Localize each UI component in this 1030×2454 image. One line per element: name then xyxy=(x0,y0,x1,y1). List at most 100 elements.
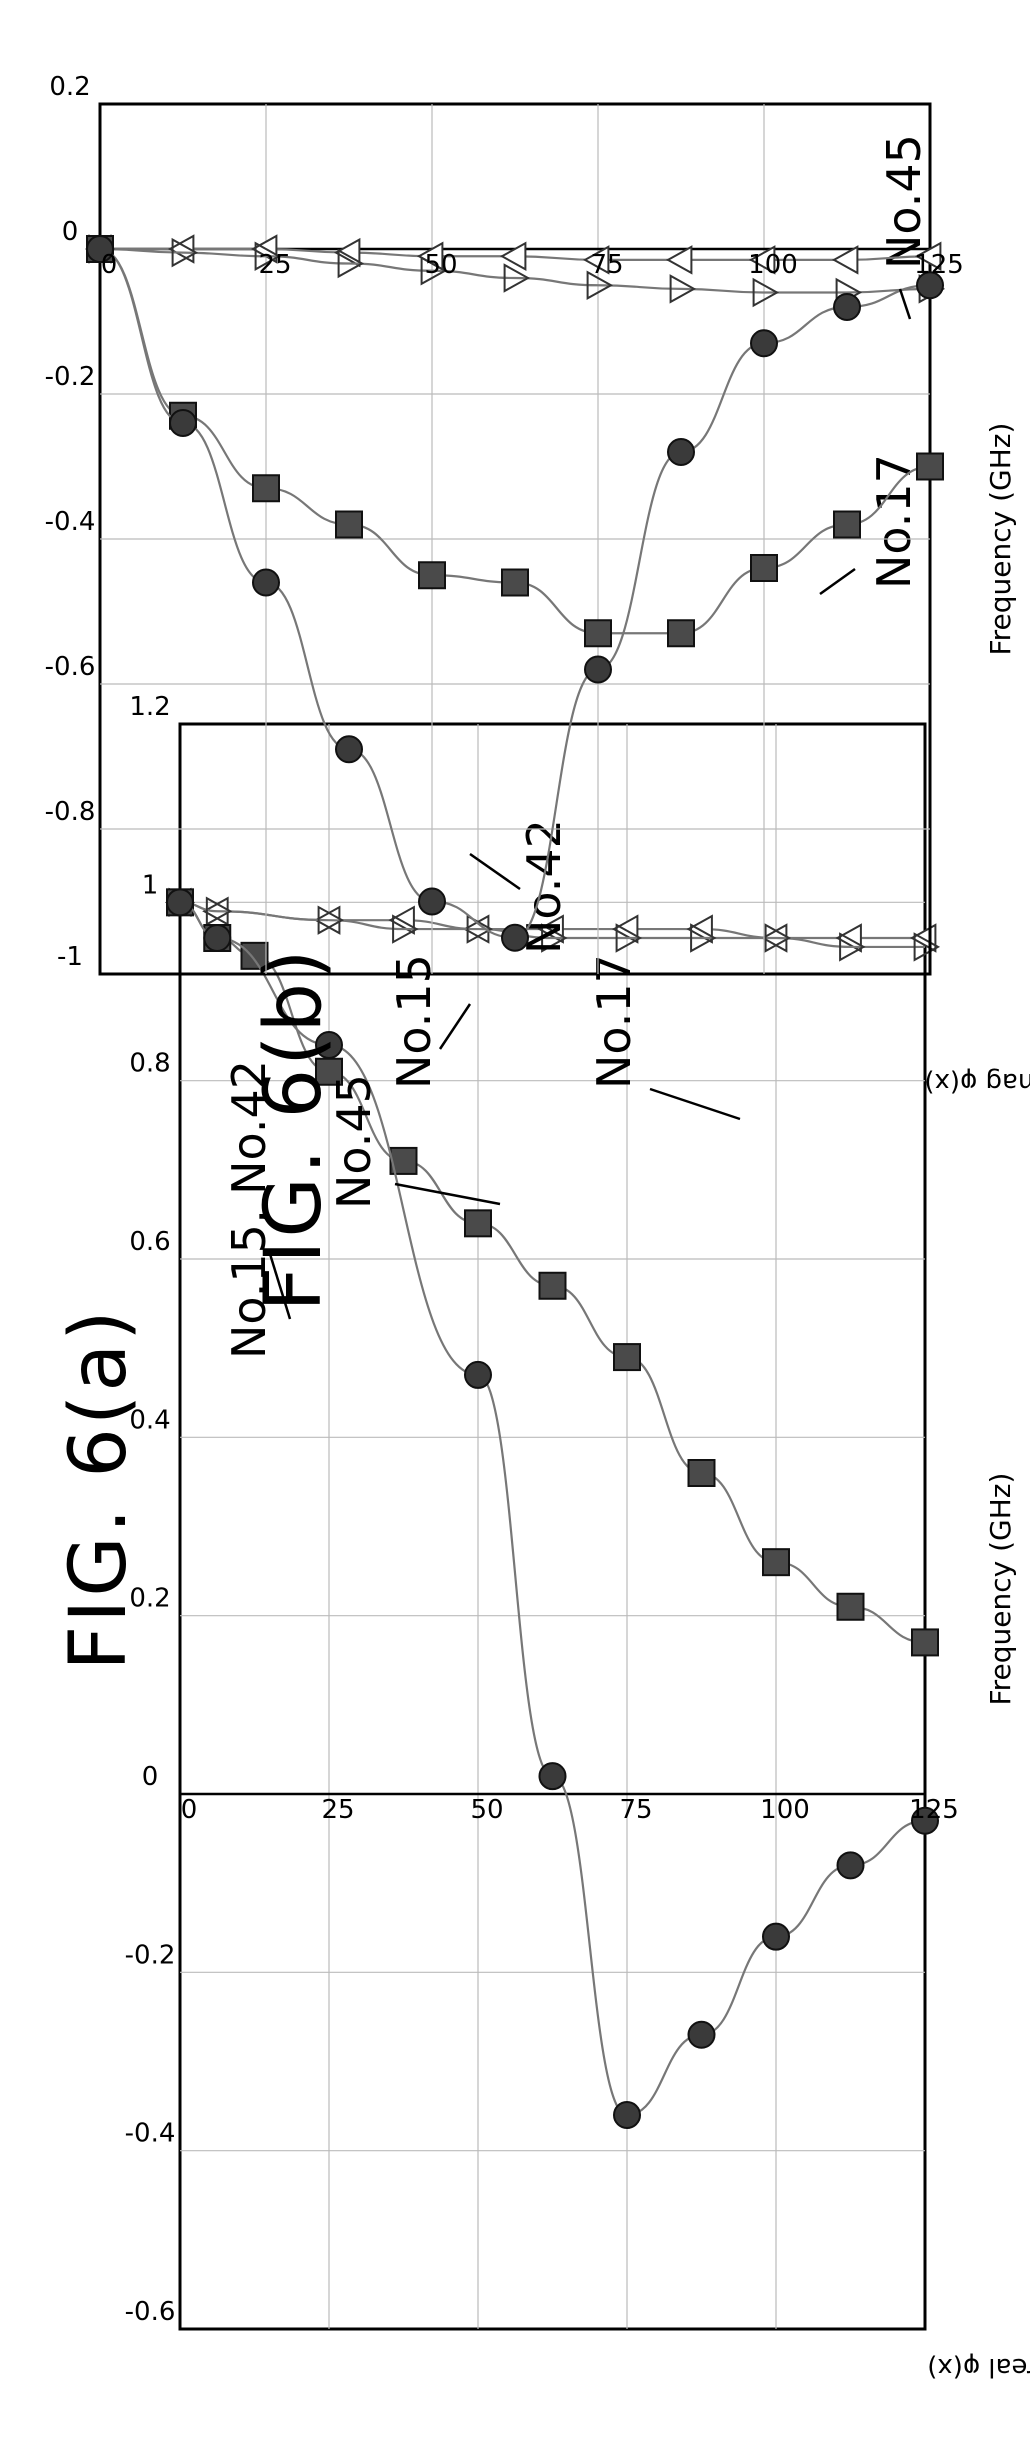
fig-b-data-point-no15 xyxy=(831,245,859,275)
fig-b-data-point-no15 xyxy=(748,245,776,275)
fig-a-x-tick-label: 25 xyxy=(321,1795,354,1825)
fig-a-y-tick-label: 1.2 xyxy=(129,692,170,722)
fig-b-data-point-no17 xyxy=(252,568,280,597)
fig-b-data-point-no45 xyxy=(916,452,944,481)
fig-b-annotation-no45: No.45 xyxy=(877,134,931,269)
fig-b-data-point-no17 xyxy=(86,235,114,263)
fig-b-data-point-no45 xyxy=(833,510,861,539)
fig-a-data-point-no45 xyxy=(240,941,269,970)
fig-a-data-point-no45 xyxy=(538,1271,567,1300)
fig-a-y-tick-label: -0.6 xyxy=(125,2297,176,2327)
fig-b-data-point-no17 xyxy=(833,293,861,321)
fig-b-title: FIG. 6(b) xyxy=(249,947,339,1312)
fig-a-data-point-no42 xyxy=(615,923,643,953)
fig-a-data-point-no45 xyxy=(836,1592,865,1621)
fig-a-x-axis-label: Frequency (GHz) xyxy=(984,1473,1017,1706)
fig-b-data-point-no42 xyxy=(420,256,448,286)
fig-b-annotation-arrow-no45 xyxy=(898,288,912,320)
fig-b-x-tick-labels: 0 25 50 75 100 125 xyxy=(101,250,964,280)
fig-b-data-point-no42 xyxy=(503,263,531,293)
fig-a-data-point-no45 xyxy=(389,1146,418,1175)
fig-b-annotation-no15: No.15 xyxy=(387,954,441,1089)
fig-b-data-point-no17 xyxy=(418,887,446,916)
fig-b-data-point-no45 xyxy=(501,568,529,597)
fig-b-annotation-arrow-no15 xyxy=(438,1003,472,1050)
fig-b-series-layer xyxy=(84,234,946,952)
fig-a-x-tick-label: 75 xyxy=(619,1795,652,1825)
fig-b-data-point-no17 xyxy=(584,655,612,684)
fig-a-data-point-no17 xyxy=(166,888,194,917)
fig-a-data-point-no17 xyxy=(613,2101,641,2129)
fig-a-y-tick-label: 0.8 xyxy=(129,1049,170,1079)
fig-a-y-tick-label: 0.4 xyxy=(129,1405,170,1435)
fig-b-y-tick-label: -0.2 xyxy=(45,362,96,392)
fig-a-plot-frame xyxy=(178,722,927,2331)
fig-b-data-point-no42 xyxy=(171,237,199,268)
fig-b-y-tick-label: -0.4 xyxy=(45,507,96,537)
fig-b-annotation-arrow-no42 xyxy=(469,852,521,891)
fig-a-x-tick-label: 50 xyxy=(470,1795,503,1825)
fig-b-data-point-no45 xyxy=(584,619,612,648)
fig-a-data-point-no17 xyxy=(464,1360,492,1389)
fig-a-annotation-arrow-no45 xyxy=(394,1182,501,1206)
fig-a-x-tick-labels: 0 25 50 75 100 125 xyxy=(181,1795,959,1825)
fig-b-data-point-no45 xyxy=(667,619,695,648)
fig-a-x-tick-label: 100 xyxy=(760,1795,810,1825)
fig-b-x-tick-label: 75 xyxy=(590,250,623,280)
fig-b-data-point-no17 xyxy=(667,438,695,466)
fig-b-y-tick-label: 0.2 xyxy=(49,72,90,102)
fig-a-y-tick-label: 0.6 xyxy=(129,1227,170,1257)
fig-a-grid xyxy=(180,724,925,2329)
fig-a-data-point-no45 xyxy=(687,1459,716,1487)
fig-a-data-point-no17 xyxy=(538,1762,567,1791)
fig-b-y-tick-label: -0.6 xyxy=(45,652,96,682)
fig-a-annotation-arrow-no15 xyxy=(268,1253,292,1320)
fig-a-x-tick-label: 125 xyxy=(909,1795,959,1825)
fig-b-annotation-arrow-no17 xyxy=(819,567,856,596)
fig-a-data-point-no42 xyxy=(317,905,345,935)
fig-a-data-point-no42 xyxy=(839,932,866,962)
fig-b-data-point-no42 xyxy=(752,277,780,308)
fig-b-data-point-no42 xyxy=(337,248,365,279)
fig-a-data-point-no17 xyxy=(836,1851,865,1880)
fig-b-data-point-no42 xyxy=(669,274,697,304)
fig-b-y-tick-label: 0 xyxy=(62,217,79,247)
fig-a-data-point-no42 xyxy=(392,914,419,944)
fig-a-data-point-no45 xyxy=(762,1548,790,1577)
fig-b-y-axis-label: θLS,imag φ(x) xyxy=(924,1067,1030,1097)
fig-a-data-point-no17 xyxy=(911,1806,939,1835)
fig-a-data-point-no42 xyxy=(541,923,568,953)
fig-a-data-point-no17 xyxy=(315,1031,343,1059)
fig-a-data-point-no42 xyxy=(764,923,792,953)
fig-b-data-point-no15 xyxy=(499,241,527,271)
fig-b-x-axis-label: Frequency (GHz) xyxy=(984,423,1017,656)
fig-b-data-point-no45 xyxy=(750,554,778,582)
fig-b-x-tick-label: 50 xyxy=(424,250,457,280)
fig-a-y-tick-label: 1 xyxy=(142,870,159,900)
fig-a-y-axis-label: θLS,real φ(x) xyxy=(927,2352,1030,2382)
fig-b-x-tick-label: 25 xyxy=(258,250,291,280)
fig-b-grid xyxy=(100,104,930,974)
fig-a-data-point-no45 xyxy=(911,1628,939,1657)
fig-b-data-point-no17 xyxy=(501,923,529,952)
fig-b-data-point-no15 xyxy=(914,241,942,271)
fig-b-y-tick-labels: -1 -0.8 -0.6 -0.4 -0.2 0 0.2 xyxy=(45,72,96,972)
fig-a-y-tick-label: -0.2 xyxy=(125,1940,176,1970)
fig-a-data-point-no42 xyxy=(205,896,233,926)
fig-b-data-point-no42 xyxy=(254,241,282,271)
fig-b-y-tick-label: -0.8 xyxy=(45,797,96,827)
fig-b-data-point-no42 xyxy=(586,270,614,300)
fig-a-data-point-no42 xyxy=(913,932,941,962)
fig-a-data-point-no17 xyxy=(203,924,232,952)
fig-a-title: FIG. 6(a) xyxy=(54,1307,144,1670)
fig-a-data-point-no17 xyxy=(762,1922,790,1951)
panel-a: FIG. 6(a) -0.6-0.4-0.200.20.40.60.811.2 … xyxy=(54,692,1030,2382)
fig-a-x-tick-label: 0 xyxy=(181,1795,198,1825)
fig-b-x-tick-label: 0 xyxy=(101,250,118,280)
fig-b-data-point-no15 xyxy=(582,245,610,275)
fig-b-y-tick-label: -1 xyxy=(57,942,83,972)
fig-b-annotation-no17: No.17 xyxy=(867,454,921,589)
fig-a-annotation-no45: No.45 xyxy=(327,1074,381,1209)
